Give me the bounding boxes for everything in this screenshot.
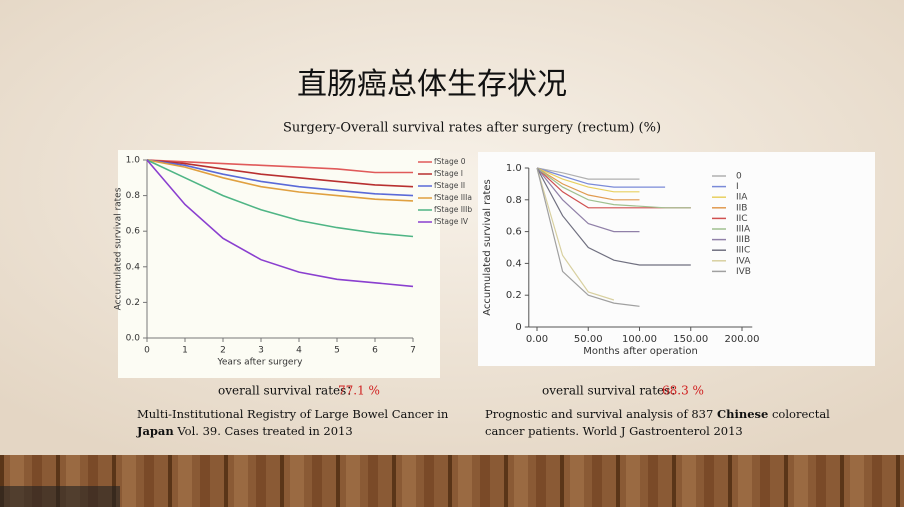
x-tick-label: 7 [410,346,416,356]
survival-line [536,167,666,188]
y-tick-label: 0.4 [506,258,522,269]
toolbar[interactable] [0,486,120,507]
note-value: 68.3 % [662,384,704,398]
y-tick-label: 0.6 [506,227,522,238]
legend-label: fStage IV [434,217,469,226]
y-tick-label: 0.2 [506,290,522,301]
y-tick-label: 0.8 [126,191,141,201]
legend-label: IIB [736,203,747,213]
note-label: overall survival rates： [542,384,682,398]
subtitle: Surgery-Overall survival rates after sur… [283,121,661,136]
chart-box [478,152,875,366]
source: Multi-Institutional Registry of Large Bo… [137,407,449,421]
x-axis-label: Months after operation [583,346,698,357]
legend-label: IVA [736,256,751,266]
y-tick-label: 1.0 [126,156,141,166]
x-tick-label: 0 [144,346,150,356]
survival-line [146,159,414,202]
x-axis-label: Years after surgery [217,358,304,368]
legend-label: 0 [736,172,742,182]
y-tick-label: 0.4 [126,262,141,272]
y-tick-label: 0.0 [126,334,141,344]
x-tick-label: 2 [220,346,226,356]
legend-label: fStage IIIb [434,205,472,214]
y-tick-label: 0.6 [126,227,141,237]
legend-label: fStage 0 [434,157,466,166]
legend-label: IIIA [736,225,751,235]
legend-label: IIIC [736,246,750,256]
x-tick-label: 50.00 [574,334,603,345]
source: Prognostic and survival analysis of 837 [485,407,717,421]
legend-label: fStage IIIa [434,193,472,202]
y-tick-label: 1.0 [506,163,522,174]
source: Prognostic and survival analysis of 837 … [485,407,830,421]
survival-line [146,159,414,188]
survival-line [536,167,640,233]
source-bold: Japan [136,424,174,438]
x-tick-label: 150.00 [673,334,708,345]
survival-line [146,159,414,288]
floor [0,455,904,507]
source: colorectal [768,407,830,421]
survival-line [536,167,640,201]
legend-label: I [736,182,739,192]
source: cancer patients. World J Gastroenterol 2… [485,424,743,438]
x-tick-label: 100.00 [622,334,657,345]
x-tick-label: 5 [334,346,340,356]
y-tick-label: 0.8 [506,195,522,206]
survival-line [536,167,640,193]
note-label: overall survival rates： [218,384,358,398]
x-tick-label: 1 [182,346,188,356]
source-bold: Chinese [717,407,768,421]
legend-label: fStage II [434,181,465,190]
x-tick-label: 200.00 [725,334,760,345]
y-axis-label: Accumulated survival rates [482,179,493,315]
y-tick-label: 0 [515,322,521,333]
x-tick-label: 4 [296,346,302,356]
survival-line [146,159,414,197]
source: Vol. 39. Cases treated in 2013 [174,424,353,438]
title: 直肠癌总体生存状况 [297,67,567,102]
legend-label: fStage I [434,169,463,178]
x-tick-label: 6 [372,346,378,356]
note-value: 77.1 % [338,384,380,398]
legend-label: IIC [736,214,748,224]
source: Japan Vol. 39. Cases treated in 2013 [136,424,353,438]
y-tick-label: 0.2 [126,298,140,308]
x-tick-label: 3 [258,346,264,356]
survival-line [536,167,640,180]
y-axis-label: Accumulated survival rates [114,187,124,310]
survival-line [146,159,414,238]
survival-line [146,159,413,174]
survival-line [536,167,640,307]
survival-line [536,167,691,209]
x-tick-label: 0.00 [526,334,548,345]
survival-line [536,167,615,301]
legend-label: IIA [736,193,748,203]
legend-label: IIIB [736,235,750,245]
legend-label: IVB [736,267,751,277]
survival-line [536,167,691,266]
